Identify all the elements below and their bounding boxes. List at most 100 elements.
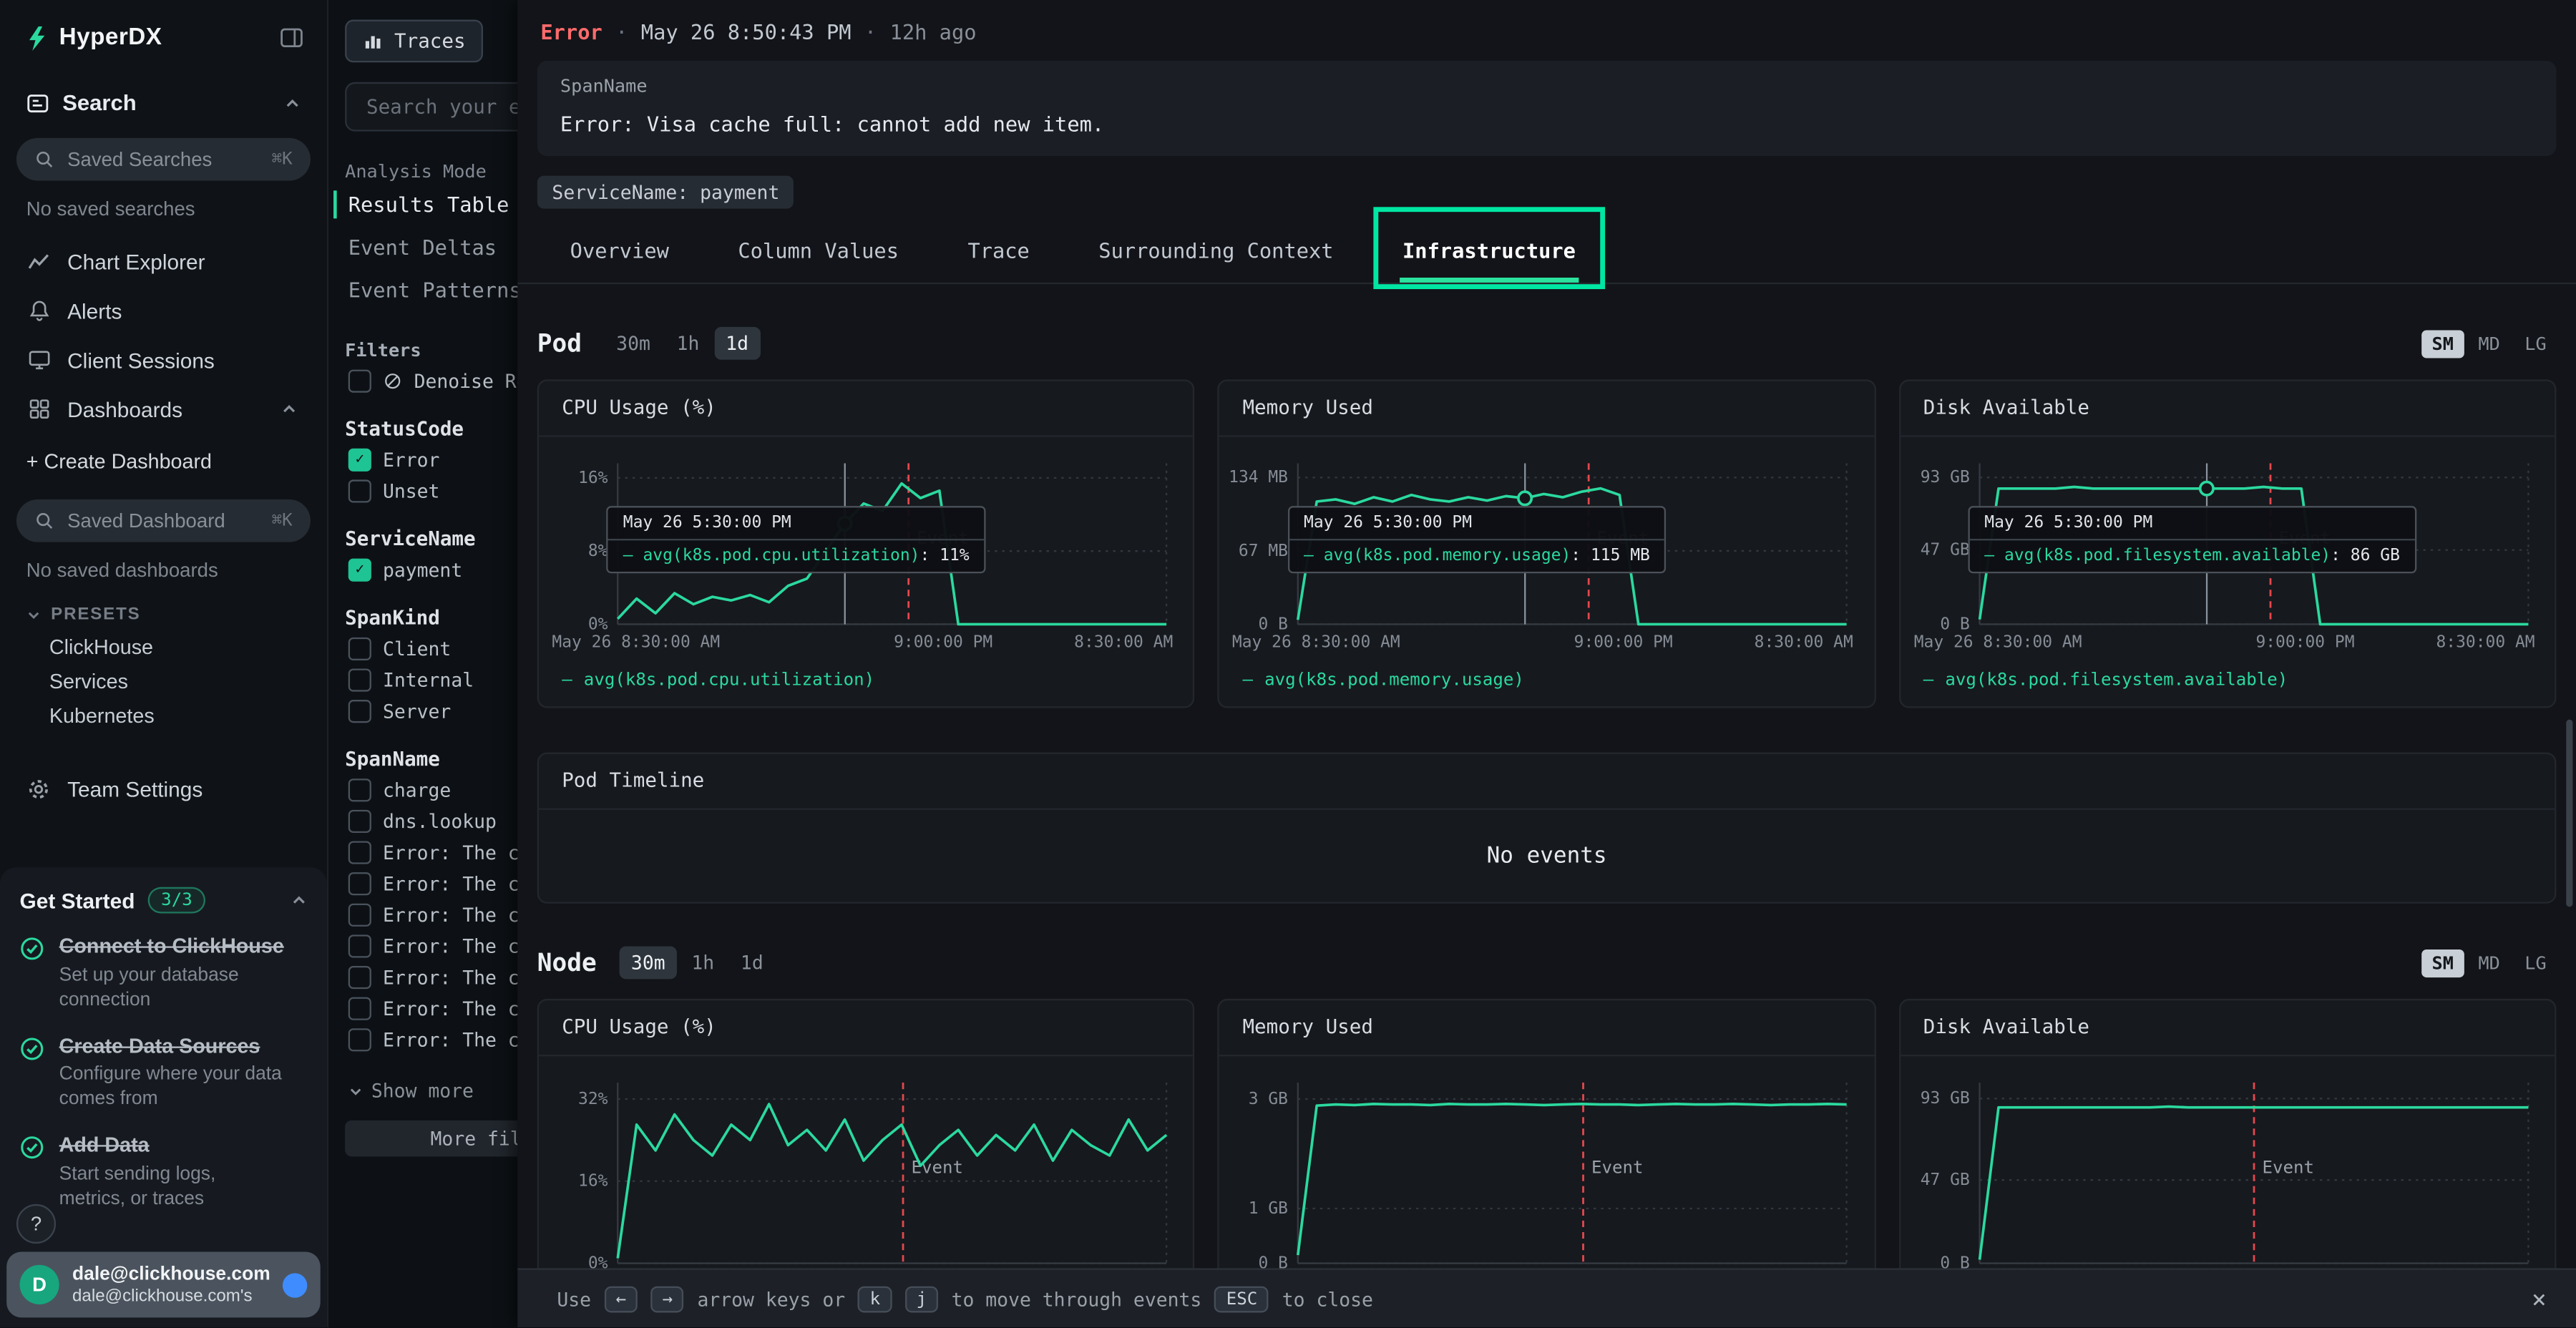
chart-title: Disk Available <box>1901 1000 2555 1056</box>
preset-clickhouse[interactable]: ClickHouse <box>0 624 327 658</box>
close-icon[interactable]: × <box>2532 1284 2547 1313</box>
chart-tooltip: May 26 5:30:00 PM— avg(k8s.pod.cpu.utili… <box>607 506 986 573</box>
get-started-header[interactable]: Get Started 3/3 <box>20 887 308 914</box>
tab-overview[interactable]: Overview <box>567 222 672 283</box>
monitor-icon <box>26 348 51 371</box>
search-section-header[interactable]: Search <box>0 90 327 114</box>
get-started-title: Get Started <box>20 888 135 912</box>
checkbox-icon[interactable] <box>348 700 371 723</box>
tab-trace[interactable]: Trace <box>965 222 1033 283</box>
span-error-message: Error: Visa cache full: cannot add new i… <box>560 112 2533 136</box>
filter-label: payment <box>383 559 462 582</box>
events-navigation-footer: Use ← → arrow keys or k j to move throug… <box>517 1268 2576 1327</box>
checkbox-checked-icon[interactable]: ✓ <box>348 449 371 472</box>
chart-title: Disk Available <box>1901 381 2555 437</box>
checkbox-icon[interactable] <box>348 638 371 660</box>
node-range-1d[interactable]: 1d <box>729 946 775 979</box>
saved-searches-input[interactable]: ⌘K <box>16 138 311 181</box>
pod-size-lg[interactable]: LG <box>2514 329 2556 357</box>
user-email: dale@clickhouse.com <box>72 1264 270 1284</box>
pod-range-1d[interactable]: 1d <box>714 327 760 360</box>
pod-range-1h[interactable]: 1h <box>665 327 711 360</box>
event-relative-time: 12h ago <box>890 20 977 44</box>
checkbox-icon[interactable] <box>348 841 371 864</box>
get-started-item[interactable]: Add Data Start sending logs, metrics, or… <box>20 1133 308 1211</box>
node-size-lg[interactable]: LG <box>2514 949 2556 977</box>
create-dashboard-button[interactable]: + Create Dashboard <box>0 434 327 477</box>
sidebar-nav: Chart Explorer Alerts Client Sessions Da… <box>0 237 327 434</box>
checkbox-icon[interactable] <box>348 810 371 833</box>
get-started-progress-badge: 3/3 <box>148 887 205 914</box>
presets-header[interactable]: PRESETS <box>0 582 327 625</box>
left-arrow-key[interactable]: ← <box>604 1286 638 1312</box>
node-disk-chart[interactable]: 93 GB47 GB0 BEvent <box>1907 1066 2542 1276</box>
service-name-chip[interactable]: ServiceName: payment <box>537 176 794 209</box>
legend-series: avg(k8s.pod.filesystem.available) <box>1945 670 2288 690</box>
pod-range-30m[interactable]: 30m <box>605 327 662 360</box>
preset-services[interactable]: Services <box>0 659 327 693</box>
node-size-sm[interactable]: SM <box>2422 949 2464 977</box>
saved-dashboards-field[interactable] <box>64 507 229 534</box>
user-account[interactable]: D dale@clickhouse.com dale@clickhouse.co… <box>6 1251 321 1317</box>
search-section-label: Search <box>62 90 136 114</box>
pod-cpu-chart[interactable]: 16%8%0%May 26 8:30:00 AM9:00:00 PM8:30:0… <box>545 446 1180 657</box>
k-key[interactable]: k <box>859 1286 892 1312</box>
pod-size-md[interactable]: MD <box>2469 329 2510 357</box>
sidebar-item-alerts[interactable]: Alerts <box>0 285 327 335</box>
right-arrow-key[interactable]: → <box>650 1286 684 1312</box>
checkbox-icon[interactable] <box>348 1028 371 1051</box>
tab-infrastructure[interactable]: Infrastructure <box>1399 222 1579 283</box>
pod-charts-row: CPU Usage (%) 16%8%0%May 26 8:30:00 AM9:… <box>537 379 2557 708</box>
checkbox-icon[interactable] <box>348 997 371 1020</box>
pod-memory-chart[interactable]: 134 MB67 MB0 BMay 26 8:30:00 AM9:00:00 P… <box>1226 446 1861 657</box>
get-started-item[interactable]: Create Data Sources Configure where your… <box>20 1034 308 1112</box>
checkbox-icon[interactable] <box>348 966 371 989</box>
scrollbar-thumb[interactable] <box>2566 720 2572 907</box>
sidebar-item-team-settings[interactable]: Team Settings <box>0 764 327 814</box>
collapse-sidebar-icon[interactable] <box>279 26 303 49</box>
get-started-item-subtitle: Start sending logs, metrics, or traces <box>59 1163 283 1212</box>
svg-text:8:30:00 AM: 8:30:00 AM <box>2436 633 2534 652</box>
user-org: dale@clickhouse.com's <box>72 1286 270 1306</box>
footer-text: arrow keys or <box>697 1287 845 1310</box>
chevron-up-icon <box>291 892 307 909</box>
sidebar-item-chart-explorer[interactable]: Chart Explorer <box>0 237 327 286</box>
chart-title: Memory Used <box>1219 1000 1874 1056</box>
detail-header: Error · May 26 8:50:43 PM · 12h ago <box>517 0 2576 44</box>
node-range-30m[interactable]: 30m <box>620 946 677 979</box>
tab-column-values[interactable]: Column Values <box>735 222 902 283</box>
grid-icon <box>26 398 51 421</box>
tab-surrounding-context[interactable]: Surrounding Context <box>1096 222 1337 283</box>
pod-range-group: 30m 1h 1d <box>605 327 760 360</box>
chart-title: CPU Usage (%) <box>539 1000 1194 1056</box>
esc-key[interactable]: ESC <box>1215 1286 1269 1312</box>
node-cpu-chart[interactable]: 32%16%0%Event <box>545 1066 1180 1276</box>
checkbox-checked-icon[interactable]: ✓ <box>348 559 371 582</box>
filter-label: dns.lookup <box>383 810 497 833</box>
node-memory-chart[interactable]: 3 GB1 GB0 BEvent <box>1226 1066 1861 1276</box>
chat-bubble-icon[interactable] <box>283 1272 307 1297</box>
checkbox-icon[interactable] <box>348 934 371 957</box>
legend-dash: — <box>1242 670 1253 690</box>
node-size-md[interactable]: MD <box>2469 949 2510 977</box>
help-button[interactable]: ? <box>16 1204 56 1244</box>
get-started-item[interactable]: Connect to ClickHouse Set up your databa… <box>20 934 308 1012</box>
node-range-1h[interactable]: 1h <box>680 946 726 979</box>
saved-searches-field[interactable] <box>64 146 229 172</box>
preset-kubernetes[interactable]: Kubernetes <box>0 693 327 728</box>
j-key[interactable]: j <box>905 1286 939 1312</box>
checkbox-icon[interactable] <box>348 668 371 691</box>
checkbox-icon[interactable] <box>348 778 371 801</box>
node-memory-card: Memory Used 3 GB1 GB0 BEvent <box>1218 999 1875 1308</box>
pod-disk-chart[interactable]: 93 GB47 GB0 BMay 26 8:30:00 AM9:00:00 PM… <box>1907 446 2542 657</box>
pod-size-sm[interactable]: SM <box>2422 329 2464 357</box>
sidebar-item-client-sessions[interactable]: Client Sessions <box>0 335 327 384</box>
checkbox-icon[interactable] <box>348 904 371 927</box>
checkbox-icon[interactable] <box>348 479 371 502</box>
filter-label: Error: The cr <box>383 997 531 1020</box>
source-select-button[interactable]: Traces <box>345 20 484 63</box>
checkbox-icon[interactable] <box>348 370 371 393</box>
checkbox-icon[interactable] <box>348 872 371 895</box>
sidebar-item-dashboards[interactable]: Dashboards <box>0 384 327 434</box>
saved-dashboards-input[interactable]: ⌘K <box>16 499 311 542</box>
